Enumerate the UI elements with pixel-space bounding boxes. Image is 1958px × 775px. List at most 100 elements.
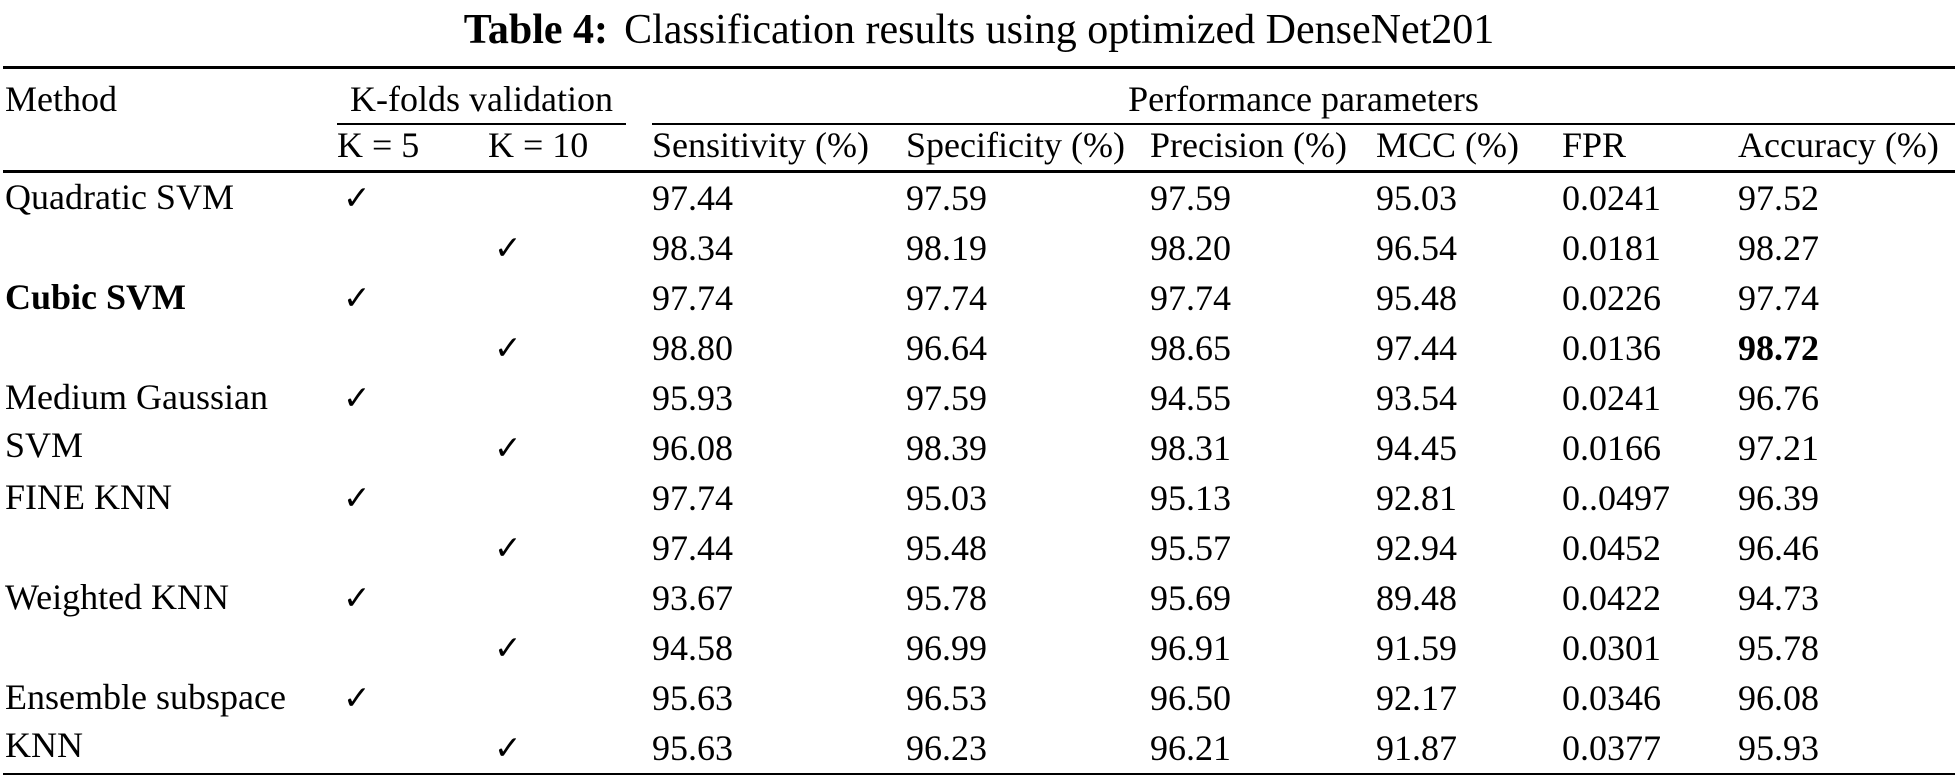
method-cell: Cubic SVM [5,277,187,317]
specificity-cell: 98.39 [906,428,988,468]
k5-check-cell: ✓ [343,378,371,417]
precision-cell: 94.55 [1150,378,1232,418]
precision-cell: 98.20 [1150,228,1232,268]
column-header-precision: Precision (%) [1148,125,1375,173]
table-row: ✓ 98.80 96.64 98.65 97.44 0.0136 98.72 [3,323,1955,373]
performance-group-header: Performance parameters [652,78,1956,125]
k10-check-cell: ✓ [494,428,522,467]
column-header-row: K = 5 K = 10 Sensitivity (%) Specificity… [3,125,1956,173]
specificity-cell: 95.78 [906,578,988,618]
k10-check-cell [486,473,650,523]
accuracy-cell: 95.93 [1738,728,1820,768]
table-row: ✓ 94.58 96.99 96.91 91.59 0.0301 95.78 [3,623,1955,673]
k10-check-cell [486,573,650,623]
k10-check-cell: ✓ [494,728,522,767]
precision-cell: 97.74 [1150,278,1232,318]
table-row: Medium Gaussian SVM ✓ 95.93 97.59 94.55 … [3,373,1955,465]
table-caption-label: Table 4: [463,7,609,53]
mcc-cell: 92.17 [1376,678,1458,718]
sensitivity-cell: 97.44 [652,178,734,218]
k5-check-cell [335,523,486,573]
accuracy-cell: 95.78 [1738,628,1820,668]
sensitivity-cell: 98.80 [652,328,734,368]
accuracy-cell: 97.52 [1738,178,1820,218]
table-row: ✓ 96.08 98.39 98.31 94.45 0.0166 97.21 [3,423,1955,473]
specificity-cell: 97.59 [906,178,988,218]
method-cell: Ensemble subspace KNN [5,677,286,765]
sensitivity-cell: 97.74 [652,478,734,518]
column-header-specificity: Specificity (%) [904,125,1149,173]
fpr-cell: 0.0241 [1562,378,1662,418]
mcc-cell: 92.94 [1376,528,1458,568]
specificity-cell: 96.53 [906,678,988,718]
fpr-cell: 0.0226 [1562,278,1662,318]
accuracy-cell: 96.39 [1738,478,1820,518]
k10-check-cell [486,273,650,323]
sensitivity-cell: 95.93 [652,378,734,418]
precision-cell: 97.59 [1150,178,1232,218]
fpr-cell: 0..0497 [1562,478,1671,518]
fpr-cell: 0.0377 [1562,728,1662,768]
k5-check-cell [335,423,486,473]
group-header-row: Method K-folds validation Performance pa… [3,67,1956,173]
specificity-cell: 97.59 [906,378,988,418]
fpr-cell: 0.0422 [1562,578,1662,618]
fpr-cell: 0.0166 [1562,428,1662,468]
mcc-cell: 94.45 [1376,428,1458,468]
table-row: ✓ 97.44 95.48 95.57 92.94 0.0452 96.46 [3,523,1955,573]
accuracy-cell: 98.27 [1738,228,1820,268]
fpr-cell: 0.0241 [1562,178,1662,218]
mcc-cell: 95.03 [1376,178,1458,218]
sensitivity-cell: 98.34 [652,228,734,268]
k10-check-cell: ✓ [494,328,522,367]
accuracy-cell: 96.46 [1738,528,1820,568]
fpr-cell: 0.0452 [1562,528,1662,568]
specificity-cell: 97.74 [906,278,988,318]
k5-check-cell: ✓ [343,278,371,317]
method-cell: Medium Gaussian SVM [5,377,268,465]
mcc-cell: 93.54 [1376,378,1458,418]
precision-cell: 96.21 [1150,728,1232,768]
method-cell: Weighted KNN [5,577,230,617]
mcc-cell: 91.59 [1376,628,1458,668]
kfolds-group-header: K-folds validation [337,78,627,125]
precision-cell: 98.65 [1150,328,1232,368]
precision-cell: 95.69 [1150,578,1232,618]
precision-cell: 98.31 [1150,428,1232,468]
k5-check-cell: ✓ [343,178,371,217]
mcc-cell: 92.81 [1376,478,1458,518]
column-header-k10: K = 10 [486,125,651,173]
column-header-fpr: FPR [1560,125,1737,173]
accuracy-cell: 98.72 [1738,328,1820,368]
specificity-cell: 98.19 [906,228,988,268]
fpr-cell: 0.0346 [1562,678,1662,718]
precision-cell: 96.50 [1150,678,1232,718]
column-header-k5: K = 5 [335,125,486,173]
table-row: Quadratic SVM ✓ 97.44 97.59 97.59 95.03 … [3,172,1955,224]
k5-check-cell: ✓ [343,478,371,517]
kfolds-group-header-cell: K-folds validation [335,68,650,125]
k5-check-cell [335,323,486,373]
sensitivity-cell: 96.08 [652,428,734,468]
specificity-cell: 96.64 [906,328,988,368]
k10-check-cell [486,673,650,723]
specificity-cell: 96.99 [906,628,988,668]
sensitivity-cell: 95.63 [652,728,734,768]
fpr-cell: 0.0301 [1562,628,1662,668]
mcc-cell: 97.44 [1376,328,1458,368]
mcc-cell: 95.48 [1376,278,1458,318]
mcc-cell: 91.87 [1376,728,1458,768]
k5-check-cell [335,223,486,273]
fpr-cell: 0.0181 [1562,228,1662,268]
k5-check-cell: ✓ [343,578,371,617]
mcc-cell: 96.54 [1376,228,1458,268]
accuracy-cell: 96.76 [1738,378,1820,418]
table-row: ✓ 98.34 98.19 98.20 96.54 0.0181 98.27 [3,223,1955,273]
mcc-cell: 89.48 [1376,578,1458,618]
specificity-cell: 95.03 [906,478,988,518]
sensitivity-cell: 93.67 [652,578,734,618]
k5-check-cell [335,623,486,673]
accuracy-cell: 97.21 [1738,428,1820,468]
table-row: ✓ 95.63 96.23 96.21 91.87 0.0377 95.93 [3,723,1955,775]
table-caption: Table 4: Classification results using opt… [0,0,1958,56]
